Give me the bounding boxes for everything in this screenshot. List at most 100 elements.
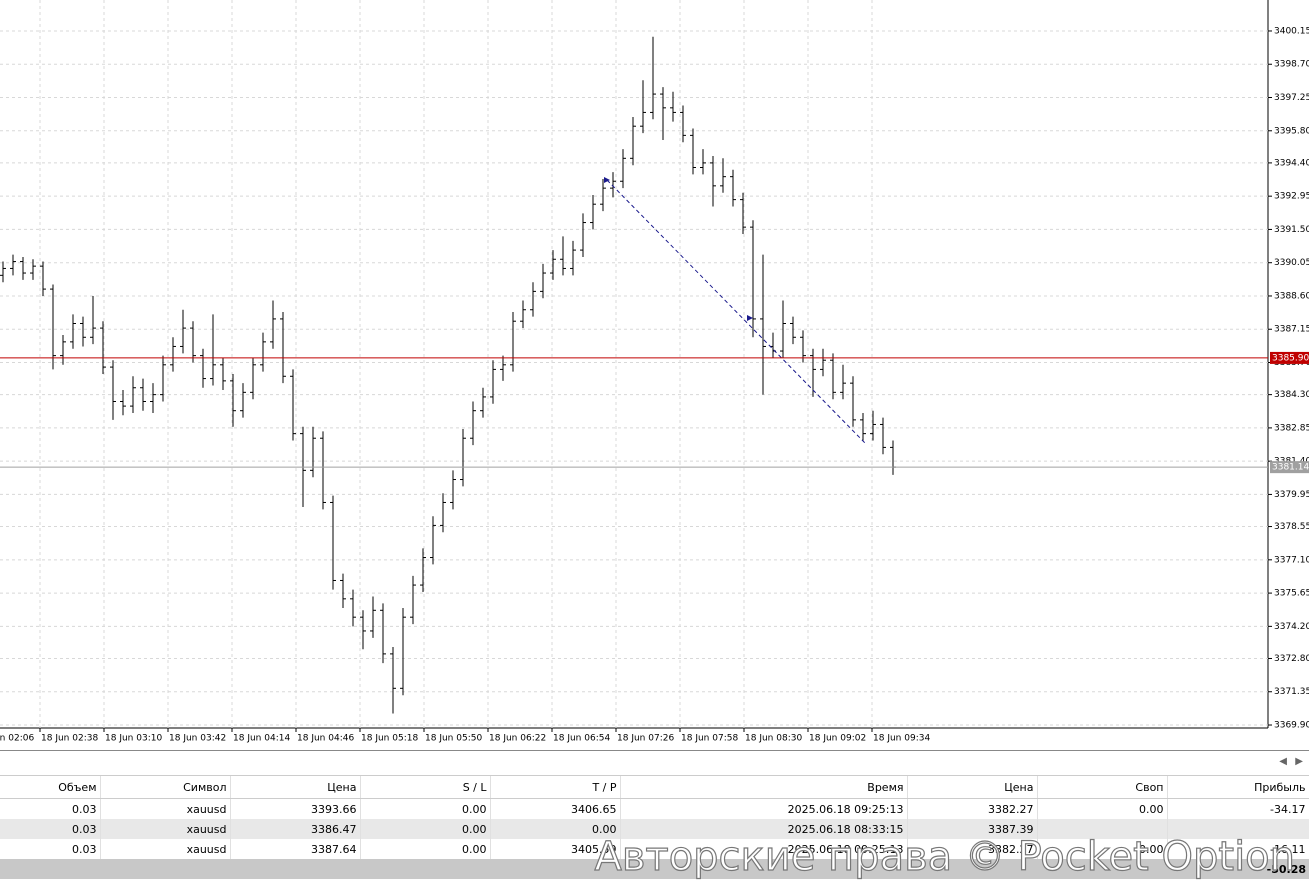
y-tick-label: 3374.20 (1274, 622, 1309, 632)
ohlc-bar (100, 321, 106, 374)
y-tick-label: 3379.95 (1274, 490, 1309, 500)
ohlc-bar (760, 254, 766, 395)
ohlc-bar (840, 364, 846, 400)
table-cell: 3382.27 (907, 839, 1038, 859)
table-row: 0.03 xauusd 3393.66 0.00 3406.65 2025.06.18 0… (0, 798, 1309, 819)
ohlc-bar (790, 316, 796, 345)
ohlc-bar (420, 548, 426, 592)
ohlc-bar (90, 295, 96, 345)
scrollbar[interactable]: ◀ ▶ (0, 750, 1309, 776)
price-label-bg (1270, 351, 1309, 364)
ohlc-bar (80, 316, 86, 347)
table-cell: 3382.27 (907, 798, 1038, 819)
ohlc-bar (540, 263, 546, 299)
ohlc-bar (550, 250, 556, 280)
x-tick-label: 18 Jun 02:06 (0, 734, 34, 744)
ohlc-bar (870, 410, 876, 441)
column-header: Цена (907, 776, 1038, 799)
ohlc-bar (700, 149, 706, 175)
ohlc-bar (570, 240, 576, 276)
y-tick-label: 3382.85 (1274, 423, 1309, 433)
ohlc-bar (330, 495, 336, 590)
table-cell: 0.00 (360, 798, 491, 819)
ohlc-bar (410, 575, 416, 625)
ohlc-bar (750, 220, 756, 338)
column-header: T / P (490, 776, 621, 799)
y-tick-label: 3388.60 (1274, 291, 1309, 301)
ohlc-bar (60, 334, 66, 365)
ohlc-bar (710, 156, 716, 207)
y-tick-label: 3400.15 (1274, 26, 1309, 36)
table-cell: 0.00 (360, 819, 491, 839)
y-tick-label: 3377.10 (1274, 555, 1309, 565)
x-tick-label: 18 Jun 07:58 (681, 734, 738, 744)
ohlc-bar (40, 261, 46, 296)
ohlc-bar (380, 603, 386, 664)
ohlc-bar (610, 172, 616, 198)
y-tick-label: 3371.35 (1274, 687, 1309, 697)
x-tick-label: 18 Jun 08:30 (745, 734, 802, 744)
ohlc-bar (880, 417, 886, 455)
ohlc-bar (30, 259, 36, 280)
table-cell: 0.00 (1037, 798, 1168, 819)
ohlc-bar (690, 128, 696, 175)
table-cell: 3405.59 (490, 839, 621, 859)
scroll-left[interactable]: ◀ (1279, 756, 1287, 767)
y-tick-label: 3397.25 (1274, 93, 1309, 103)
table-cell: 2025.06.18 09:25:13 (620, 798, 908, 819)
trade-open-marker (747, 315, 753, 321)
ohlc-bar (250, 357, 256, 400)
ohlc-bar (400, 608, 406, 696)
y-tick-label: 3384.30 (1274, 390, 1309, 400)
ohlc-bar (230, 373, 236, 427)
ohlc-bar (120, 390, 126, 416)
y-tick-label: 3398.70 (1274, 60, 1309, 70)
axes: 3400.15 3398.70 3397.25 3395.80 3394.40 3392.… (0, 26, 1309, 744)
x-tick-label: 18 Jun 06:54 (553, 734, 610, 744)
ohlc-bar (350, 589, 356, 627)
x-tick-label: 18 Jun 05:18 (361, 734, 418, 744)
column-header: Символ (100, 776, 231, 799)
total-row: -50.28 (0, 859, 1309, 879)
ohlc-bar (630, 117, 636, 166)
ohlc-bar (440, 493, 446, 533)
price-label-bg (1270, 461, 1309, 474)
y-tick-label: 3391.50 (1274, 225, 1309, 235)
x-tick-label: 18 Jun 07:26 (617, 734, 674, 744)
ohlc-bar (370, 596, 376, 638)
ohlc-bar (50, 284, 56, 370)
trade-open-marker (604, 177, 610, 183)
ohlc-bar (70, 314, 76, 349)
table-cell: 0.00 (490, 819, 621, 839)
table-cell: 2025.06.18 08:33:15 (620, 819, 908, 839)
ohlc-bar (270, 300, 276, 349)
x-tick-label: 18 Jun 09:34 (873, 734, 930, 744)
ohlc-bar (200, 348, 206, 388)
table-cell: xauusd (100, 839, 231, 859)
column-header: Цена (230, 776, 361, 799)
ohlc-bar (340, 573, 346, 609)
ohlc-bar (110, 360, 116, 420)
scroll-right[interactable]: ▶ (1295, 756, 1303, 767)
x-tick-label: 18 Jun 04:14 (233, 734, 290, 744)
ohlc-bar (820, 348, 826, 377)
table-cell: 3393.66 (230, 798, 361, 819)
table-cell: xauusd (100, 819, 231, 839)
ohlc-bar (20, 256, 26, 280)
x-tick-label: 18 Jun 04:46 (297, 734, 354, 744)
table-row: 0.03 xauusd 3387.64 0.00 3405.59 2025.06.18 0… (0, 839, 1309, 859)
ohlc-bar (10, 254, 16, 276)
ohlc-bar (740, 192, 746, 235)
ohlc-bar (640, 80, 646, 134)
table-cell (1167, 819, 1309, 839)
ohlc-bar (520, 300, 526, 329)
ohlc-bar (830, 353, 836, 400)
watermark: Авторские права © Pocket Option (594, 833, 1296, 880)
x-tick-label: 18 Jun 03:10 (105, 734, 162, 744)
y-tick-label: 3392.95 (1274, 192, 1309, 202)
ohlc-bar (140, 378, 146, 411)
